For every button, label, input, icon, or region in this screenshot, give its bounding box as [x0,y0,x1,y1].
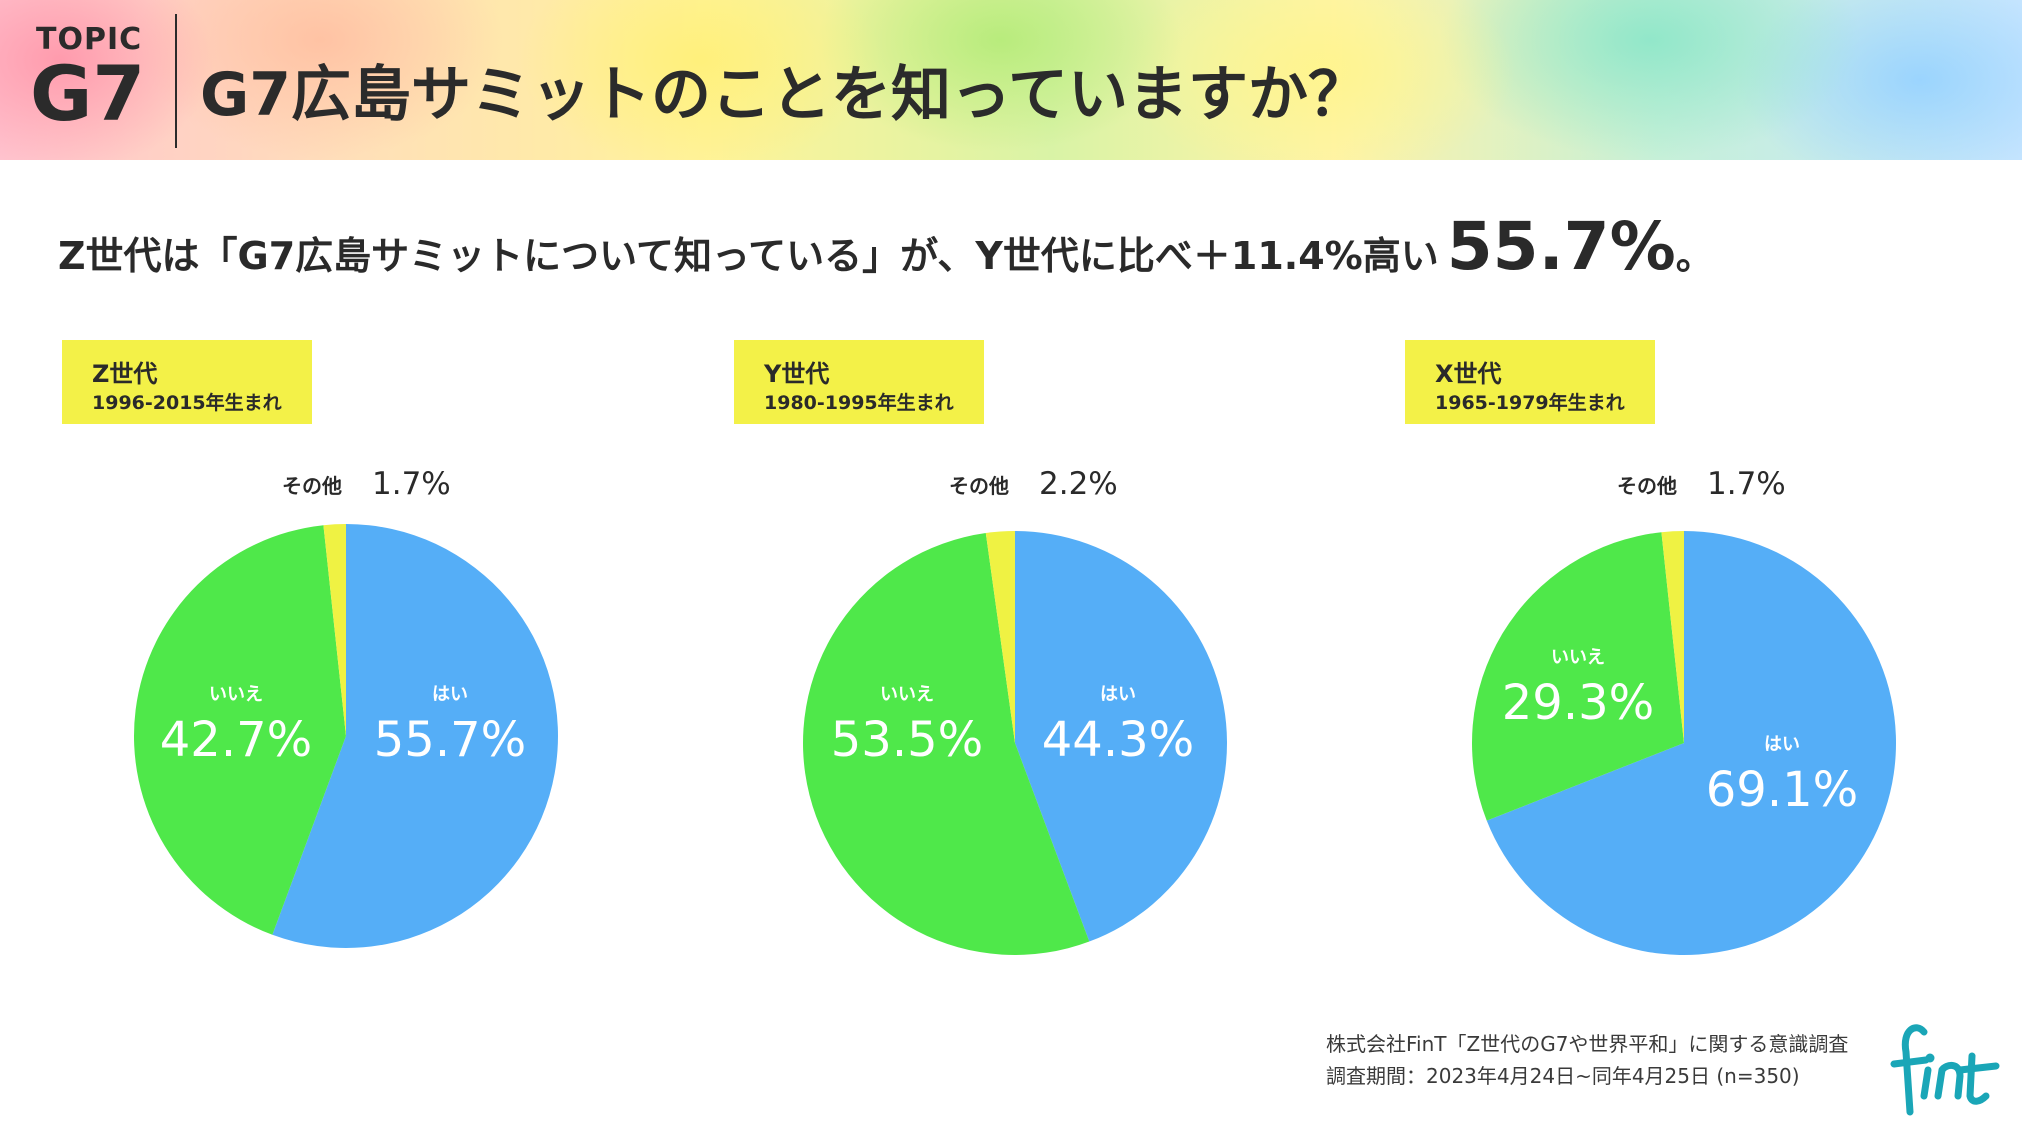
slice-no [803,533,1090,955]
slice-other [1661,531,1684,743]
generation-label-y: Y世代 1980-1995年生まれ [734,340,984,424]
slice-label-other: その他 [949,474,1009,498]
generation-years: 1980-1995年生まれ [764,392,954,414]
slice-label-no: いいえ [209,684,263,705]
generation-years: 1996-2015年生まれ [92,392,282,414]
header-banner: TOPIC G7 G7広島サミットのことを知っていますか？ [0,0,2022,160]
slice-label-no: いいえ [880,684,934,705]
slice-value-yes: 44.3% [1042,712,1194,768]
generation-years: 1965-1979年生まれ [1435,392,1625,414]
generation-label-z: Z世代 1996-2015年生まれ [62,340,312,424]
slice-value-no: 42.7% [160,712,312,768]
headline: Z世代は「G7広島サミットについて知っている」が、Y世代に比べ＋11.4%高い 5… [58,208,1714,285]
generation-label-x: X世代 1965-1979年生まれ [1405,340,1655,424]
header-divider [175,14,177,148]
source-line-survey: 株式会社FinT「Z世代のG7や世界平和」に関する意識調査 [1326,1032,1849,1056]
slice-label-yes: はい [1100,684,1136,705]
slice-no [134,525,346,935]
slice-value-no: 53.5% [831,712,983,768]
topic-label: TOPIC [36,22,143,57]
slice-value-yes: 55.7% [374,712,526,768]
slice-value-other: 1.7% [372,466,451,502]
slice-label-no: いいえ [1551,647,1605,668]
pie-chart: はい 55.7% いいえ 42.7% その他 1.7% [134,466,558,948]
slice-yes [272,524,558,948]
generation-name: Z世代 [92,360,158,388]
headline-highlight-value: 55.7% [1446,208,1676,285]
slice-yes [1015,531,1228,942]
slice-value-no: 29.3% [1502,675,1654,731]
slice-label-other: その他 [1617,474,1677,498]
slice-no [1472,532,1684,821]
fint-logo [1890,1024,2000,1116]
pie-chart: はい 44.3% いいえ 53.5% その他 2.2% [803,466,1228,955]
page-title: G7広島サミットのことを知っていますか？ [200,60,1368,130]
slice-value-other: 2.2% [1039,466,1118,502]
slice-value-other: 1.7% [1707,466,1786,502]
headline-tail: 。 [1675,234,1714,278]
generation-name: X世代 [1435,360,1502,388]
slice-other [323,524,346,736]
slice-yes [1486,531,1897,955]
source-line-period: 調査期間：2023年4月24日~同年4月25日 (n=350) [1326,1064,1800,1088]
slice-value-yes: 69.1% [1706,762,1858,818]
slice-other [985,531,1015,743]
topic-code: G7 [30,49,146,138]
slice-label-other: その他 [282,474,342,498]
generation-name: Y世代 [764,360,830,388]
slice-label-yes: はい [1764,734,1800,755]
slice-label-yes: はい [432,684,468,705]
headline-lead: Z世代は「G7広島サミットについて知っている」が、Y世代に比べ＋11.4%高い [58,234,1439,278]
pie-chart: はい 69.1% いいえ 29.3% その他 1.7% [1472,466,1897,955]
source-note: 株式会社FinT「Z世代のG7や世界平和」に関する意識調査 調査期間：2023年… [1326,1028,1848,1092]
